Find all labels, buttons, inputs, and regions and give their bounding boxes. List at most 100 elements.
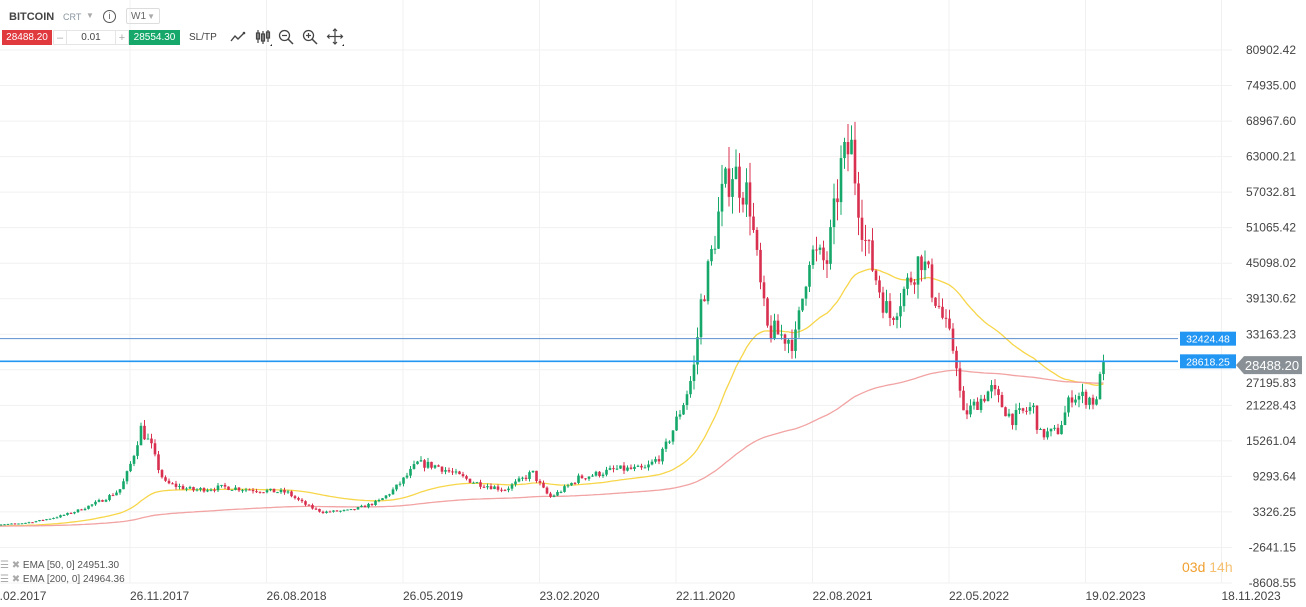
candle-up xyxy=(664,441,668,449)
sell-button[interactable]: 28488.20 xyxy=(2,30,52,45)
instrument-type: CRT xyxy=(63,12,82,22)
y-tick-label: 57032.81 xyxy=(1246,185,1296,199)
y-tick-label: 15261.04 xyxy=(1246,434,1296,448)
candle-up xyxy=(710,248,713,262)
close-icon[interactable]: ✖ xyxy=(11,560,21,571)
candle-up xyxy=(3,524,6,526)
candle-up xyxy=(118,489,122,493)
candle-down xyxy=(213,489,216,491)
candle-up xyxy=(402,477,405,484)
candle-down xyxy=(314,508,318,510)
candle-down xyxy=(598,471,601,476)
candle-down xyxy=(181,486,185,490)
candle-down xyxy=(503,490,507,492)
candle-up xyxy=(794,329,797,351)
candle-down xyxy=(920,256,923,271)
candle-up xyxy=(17,523,20,525)
candle-up xyxy=(668,441,671,443)
candle-up xyxy=(605,469,608,475)
volume-increase-button[interactable]: + xyxy=(115,30,129,45)
x-tick-label: 26.11.2017 xyxy=(130,589,189,603)
candles-icon[interactable] xyxy=(254,28,272,46)
candle-up xyxy=(346,509,349,511)
candle-down xyxy=(762,282,766,299)
info-icon[interactable]: i xyxy=(103,10,116,23)
candle-down xyxy=(423,460,426,468)
y-tick-label: -2641.15 xyxy=(1249,540,1297,554)
volume-decrease-button[interactable]: – xyxy=(53,30,67,45)
move-icon[interactable] xyxy=(326,28,344,46)
indicator-legend-ema200[interactable]: ☰ ✖ EMA [200, 0] 24964.36 xyxy=(0,574,125,585)
candle-down xyxy=(927,261,930,265)
candle-up xyxy=(731,179,734,197)
ema-line-50 xyxy=(0,268,1104,527)
candle-up xyxy=(671,430,675,442)
candle-up xyxy=(136,445,139,456)
candle-up xyxy=(619,465,622,469)
candle-up xyxy=(717,211,720,249)
candle-down xyxy=(111,495,115,497)
candle-down xyxy=(157,454,160,471)
candle-up xyxy=(745,182,748,205)
candle-up xyxy=(388,494,391,496)
candle-down xyxy=(993,385,997,390)
candle-down xyxy=(363,505,367,508)
close-icon[interactable]: ✖ xyxy=(11,574,21,585)
candle-down xyxy=(983,398,986,402)
candle-down xyxy=(640,465,643,468)
candle-down xyxy=(251,489,255,492)
candle-down xyxy=(580,475,584,479)
list-icon[interactable]: ☰ xyxy=(0,574,9,585)
symbol-name[interactable]: BITCOIN xyxy=(9,11,55,23)
candle-up xyxy=(454,471,458,473)
price-level-tag xyxy=(1180,354,1236,369)
candle-up xyxy=(115,492,118,496)
candle-up xyxy=(517,478,521,482)
candle-up xyxy=(990,385,993,392)
candle-up xyxy=(633,466,636,469)
candle-down xyxy=(171,483,174,485)
candle-up xyxy=(276,492,279,494)
candle-up xyxy=(808,264,811,287)
candle-up xyxy=(787,339,790,344)
candle-up xyxy=(979,398,983,410)
indicator-legend-ema50[interactable]: ☰ ✖ EMA [50, 0] 24951.30 xyxy=(0,560,119,571)
candle-up xyxy=(90,504,94,506)
candle-down xyxy=(1070,397,1074,403)
x-tick-label: 18.11.2023 xyxy=(1222,589,1281,603)
candle-down xyxy=(1056,427,1060,435)
candle-down xyxy=(836,198,839,203)
candle-down xyxy=(307,504,311,506)
candle-up xyxy=(832,198,836,228)
candle-up xyxy=(713,248,717,250)
chevron-down-icon[interactable]: ▼ xyxy=(86,11,94,20)
candle-down xyxy=(328,511,332,513)
timeframe-select[interactable]: W1 ▼ xyxy=(126,8,160,24)
line-chart-icon[interactable] xyxy=(229,28,247,46)
candle-up xyxy=(1074,399,1077,403)
zoom-in-icon[interactable] xyxy=(301,28,319,46)
candle-up xyxy=(409,468,412,476)
zoom-out-icon[interactable] xyxy=(277,28,295,46)
candle-up xyxy=(811,249,815,265)
candle-down xyxy=(223,484,227,487)
sltp-button[interactable]: SL/TP xyxy=(189,32,217,43)
candle-down xyxy=(283,489,286,493)
candle-down xyxy=(738,166,741,198)
ema-line-200 xyxy=(0,369,1104,527)
candle-up xyxy=(1067,397,1070,413)
price-level-label: 28618.25 xyxy=(1186,356,1230,368)
candle-down xyxy=(153,443,157,455)
volume-input[interactable]: 0.01 xyxy=(67,30,115,45)
candle-up xyxy=(801,298,804,311)
candle-up xyxy=(185,488,188,490)
candle-down xyxy=(202,488,206,492)
trade-toolbar: BITCOIN CRT ▼ i W1 ▼ 28488.20 – 0.01 + 28… xyxy=(0,0,360,55)
candle-up xyxy=(384,495,388,499)
list-icon[interactable]: ☰ xyxy=(0,560,9,571)
y-tick-label: 63000.21 xyxy=(1246,150,1296,164)
candle-down xyxy=(461,474,465,477)
candle-down xyxy=(951,328,955,351)
buy-button[interactable]: 28554.30 xyxy=(129,30,180,45)
